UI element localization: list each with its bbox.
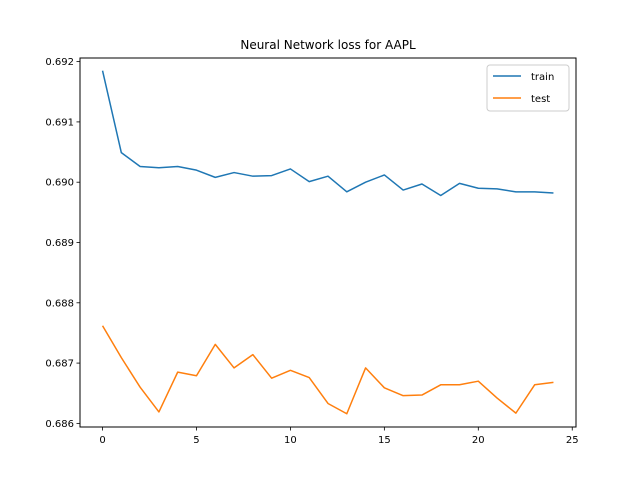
legend-box xyxy=(486,64,570,112)
x-tick-label: 5 xyxy=(193,435,199,446)
y-tick-label: 0.689 xyxy=(45,238,74,249)
series-line-train xyxy=(101,70,554,197)
y-axis-ticks: 0.686 0.687 0.688 0.689 0.690 0.691 0.692 xyxy=(45,57,80,430)
legend-label-train: train xyxy=(531,72,554,83)
y-tick-label: 0.692 xyxy=(45,57,74,68)
x-tick-label: 15 xyxy=(378,435,391,446)
series-line-test xyxy=(101,325,554,415)
x-axis-ticks: 0 5 10 15 20 25 xyxy=(99,427,579,446)
x-tick-label: 0 xyxy=(99,435,105,446)
series-layer xyxy=(101,70,554,415)
legend: train test xyxy=(486,64,570,112)
x-tick-label: 25 xyxy=(566,435,579,446)
y-tick-label: 0.690 xyxy=(45,178,74,189)
y-tick-label: 0.687 xyxy=(45,359,74,370)
plot-frame xyxy=(79,57,577,428)
x-tick-label: 20 xyxy=(472,435,485,446)
y-tick-label: 0.686 xyxy=(45,419,74,430)
x-tick-label: 10 xyxy=(284,435,297,446)
chart-title: Neural Network loss for AAPL xyxy=(240,38,416,52)
legend-label-test: test xyxy=(531,94,550,105)
y-tick-label: 0.688 xyxy=(45,298,74,309)
y-tick-label: 0.691 xyxy=(45,117,74,128)
